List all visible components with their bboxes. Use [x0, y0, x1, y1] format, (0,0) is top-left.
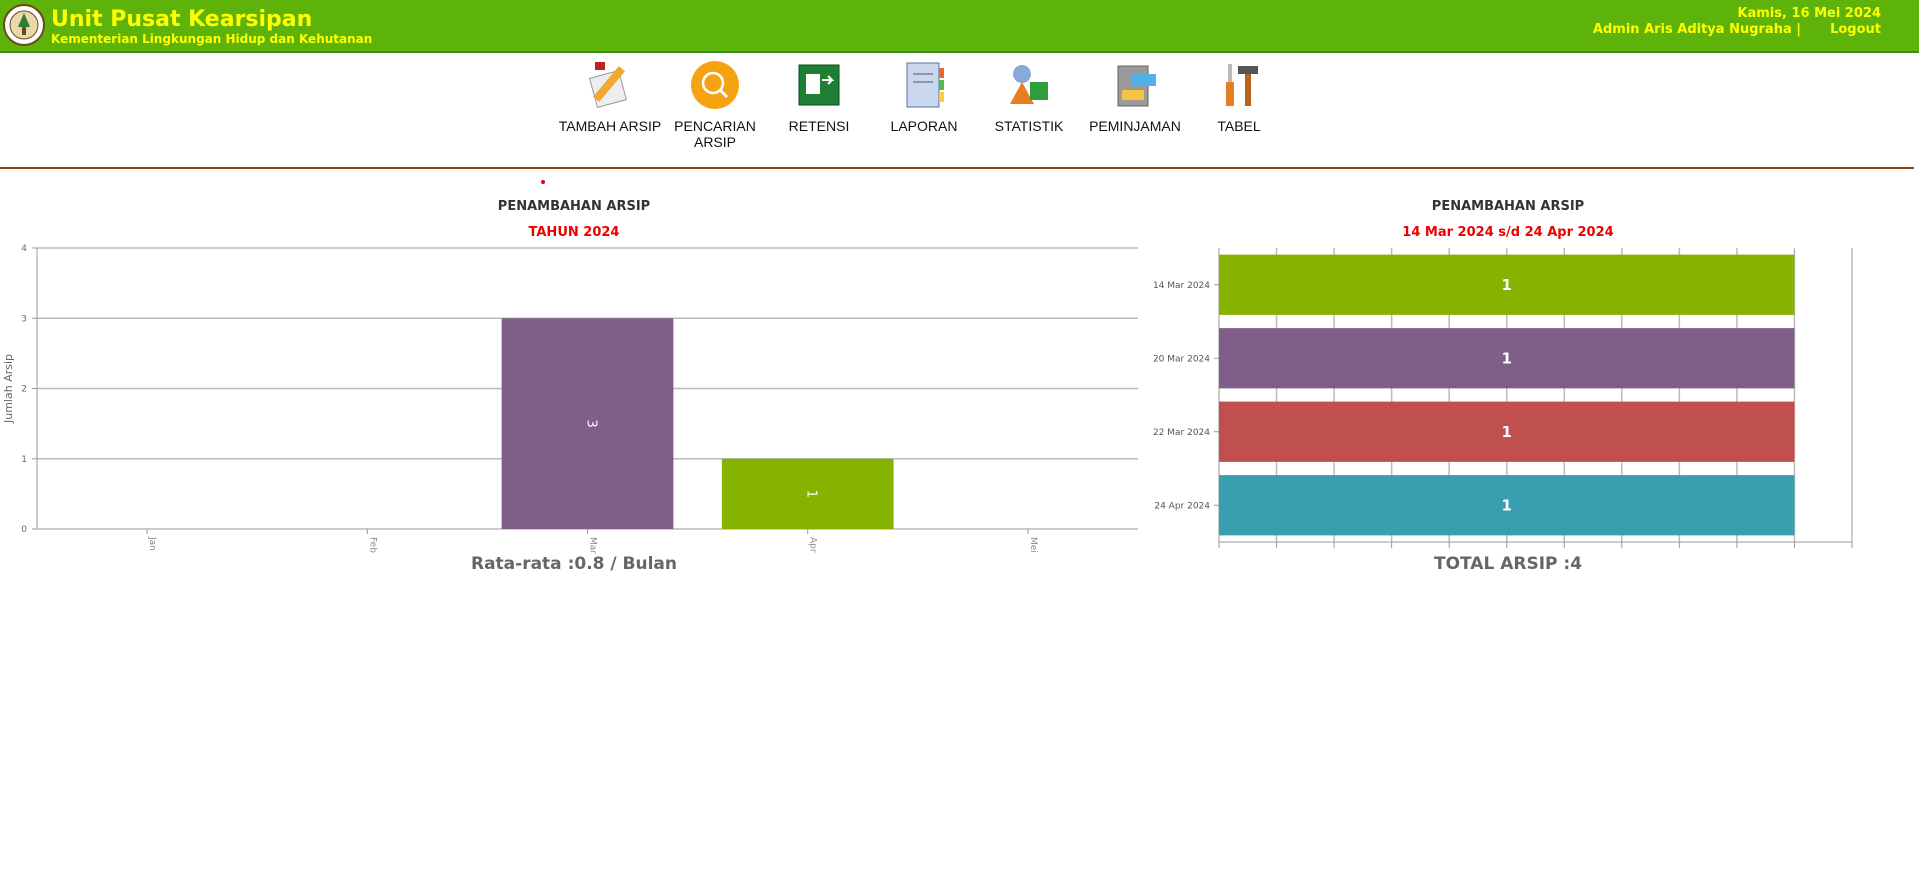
- y-tick-label: 2: [21, 385, 27, 395]
- y-tick-label: 4: [21, 244, 27, 254]
- app-subtitle: Kementerian Lingkungan Hidup dan Kehutan…: [51, 32, 373, 46]
- date: Kamis, 16 Mei 2024: [1737, 6, 1881, 21]
- x-tick-label: Feb: [367, 537, 377, 553]
- chart-footer: TOTAL ARSIP :4: [1434, 554, 1582, 574]
- icon: [1010, 65, 1048, 104]
- menu-item[interactable]: PEMINJAMAN: [1080, 60, 1190, 134]
- chart-title: PENAMBAHAN ARSIP: [1432, 199, 1584, 214]
- app-title: Unit Pusat Kearsipan: [51, 7, 313, 32]
- header-bar: Unit Pusat Kearsipan Kementerian Lingkun…: [0, 0, 1919, 53]
- y-tick-label: 14 Mar 2024: [1153, 281, 1210, 291]
- menu-item[interactable]: RETENSI: [764, 60, 874, 134]
- y-tick-label: 3: [21, 314, 27, 324]
- icon: [798, 64, 840, 106]
- bar-label: 3: [584, 419, 599, 427]
- bar: [501, 318, 674, 529]
- menu-item[interactable]: STATISTIK: [974, 60, 1084, 134]
- x-tick-label: Mar: [588, 537, 598, 554]
- bar-label: 1: [1502, 349, 1512, 367]
- bar-label: 1: [804, 490, 819, 498]
- x-tick-label: Mei: [1028, 537, 1038, 553]
- menu-label: TAMBAH ARSIP: [558, 118, 662, 134]
- icon: [1226, 64, 1258, 106]
- menu-item[interactable]: TABEL: [1184, 60, 1294, 134]
- y-tick-label: 22 Mar 2024: [1153, 428, 1210, 438]
- chart-subtitle: 14 Mar 2024 s/d 24 Apr 2024: [1402, 225, 1613, 240]
- icon: [1117, 65, 1156, 107]
- menu-label: TABEL: [1217, 118, 1261, 134]
- menu: TAMBAH ARSIP PENCARIAN ARSIP RETENSI LAP…: [0, 60, 1919, 160]
- chart-subtitle: TAHUN 2024: [529, 225, 620, 240]
- chart-title: PENAMBAHAN ARSIP: [498, 199, 650, 214]
- y-tick-label: 1: [21, 455, 27, 465]
- x-tick-label: Apr: [808, 537, 818, 553]
- bar-label: 1: [1502, 496, 1512, 514]
- menu-label: STATISTIK: [994, 118, 1064, 134]
- y-axis-label: Jumlah Arsip: [2, 354, 15, 424]
- menu-label: RETENSI: [788, 118, 850, 134]
- bar: [1219, 254, 1795, 315]
- bar-label: 1: [1502, 423, 1512, 441]
- bar: [1219, 401, 1795, 462]
- dot: [541, 180, 545, 184]
- menu-item[interactable]: TAMBAH ARSIP: [555, 60, 665, 134]
- divider: [0, 167, 1914, 169]
- logo: [3, 4, 45, 46]
- icon: [906, 62, 944, 108]
- user-name: Admin Aris Aditya Nugraha |: [1592, 22, 1801, 37]
- chart-footer: Rata-rata :0.8 / Bulan: [471, 554, 677, 574]
- menu-label: LAPORAN: [890, 118, 958, 134]
- menu-item[interactable]: PENCARIAN ARSIP: [660, 60, 770, 150]
- logout-link[interactable]: Logout: [1830, 22, 1881, 37]
- y-tick-label: 0: [21, 525, 27, 535]
- y-tick-label: 24 Apr 2024: [1154, 501, 1210, 511]
- bar-label: 1: [1502, 276, 1512, 294]
- bar: [1219, 475, 1795, 536]
- menu-item[interactable]: LAPORAN: [869, 60, 979, 134]
- bar: [1219, 328, 1795, 389]
- menu-label: PEMINJAMAN: [1089, 118, 1181, 134]
- y-tick-label: 20 Mar 2024: [1153, 354, 1210, 364]
- icon: [691, 61, 739, 109]
- x-tick-label: Jan: [147, 536, 157, 551]
- menu-label: PENCARIAN ARSIP: [674, 118, 756, 150]
- icon: [589, 62, 627, 108]
- bar: [721, 458, 894, 529]
